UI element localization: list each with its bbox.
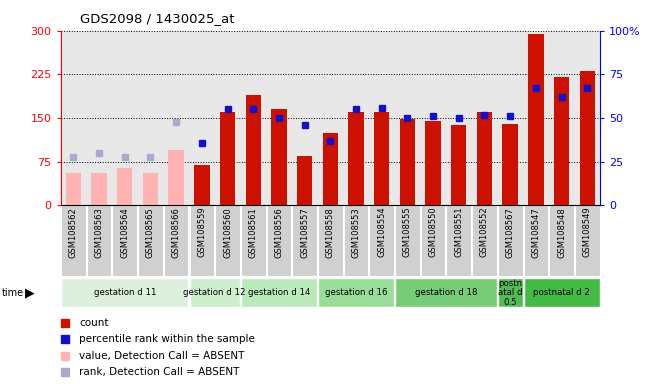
- Text: rank, Detection Call = ABSENT: rank, Detection Call = ABSENT: [80, 367, 240, 377]
- Bar: [91, 174, 107, 205]
- Text: GSM108549: GSM108549: [583, 207, 592, 258]
- Text: GSM108559: GSM108559: [197, 207, 207, 258]
- Bar: [425, 121, 441, 205]
- FancyBboxPatch shape: [292, 205, 317, 276]
- Bar: [451, 125, 467, 205]
- Text: gestation d 14: gestation d 14: [247, 288, 310, 297]
- Text: GSM108557: GSM108557: [300, 207, 309, 258]
- FancyBboxPatch shape: [318, 278, 394, 308]
- FancyBboxPatch shape: [524, 205, 548, 276]
- Bar: [143, 174, 158, 205]
- FancyBboxPatch shape: [446, 205, 471, 276]
- FancyBboxPatch shape: [318, 205, 343, 276]
- FancyBboxPatch shape: [190, 205, 215, 276]
- Text: GSM108567: GSM108567: [505, 207, 515, 258]
- Text: GSM108550: GSM108550: [428, 207, 438, 258]
- Text: GSM108548: GSM108548: [557, 207, 566, 258]
- Text: GSM108551: GSM108551: [454, 207, 463, 258]
- FancyBboxPatch shape: [395, 278, 497, 308]
- Text: GSM108562: GSM108562: [69, 207, 78, 258]
- FancyBboxPatch shape: [498, 205, 522, 276]
- FancyBboxPatch shape: [498, 278, 522, 308]
- Text: gestation d 16: gestation d 16: [325, 288, 388, 297]
- Bar: [399, 119, 415, 205]
- Text: gestation d 18: gestation d 18: [415, 288, 477, 297]
- Text: percentile rank within the sample: percentile rank within the sample: [80, 334, 255, 344]
- Bar: [194, 165, 209, 205]
- Text: time: time: [1, 288, 24, 298]
- Text: postn
atal d
0.5: postn atal d 0.5: [498, 279, 522, 307]
- FancyBboxPatch shape: [61, 205, 86, 276]
- Text: GSM108561: GSM108561: [249, 207, 258, 258]
- Bar: [374, 112, 390, 205]
- Text: gestation d 11: gestation d 11: [93, 288, 156, 297]
- Bar: [554, 77, 569, 205]
- Bar: [168, 150, 184, 205]
- FancyBboxPatch shape: [549, 205, 574, 276]
- Text: postnatal d 2: postnatal d 2: [533, 288, 590, 297]
- FancyBboxPatch shape: [87, 205, 111, 276]
- FancyBboxPatch shape: [138, 205, 163, 276]
- FancyBboxPatch shape: [61, 278, 188, 308]
- Text: GDS2098 / 1430025_at: GDS2098 / 1430025_at: [80, 12, 235, 25]
- Bar: [117, 167, 132, 205]
- Text: ▶: ▶: [25, 286, 35, 299]
- Text: gestation d 12: gestation d 12: [184, 288, 246, 297]
- Bar: [580, 71, 595, 205]
- Text: GSM108555: GSM108555: [403, 207, 412, 258]
- Text: GSM108565: GSM108565: [146, 207, 155, 258]
- Bar: [528, 34, 544, 205]
- FancyBboxPatch shape: [395, 205, 420, 276]
- Text: GSM108547: GSM108547: [532, 207, 540, 258]
- FancyBboxPatch shape: [420, 205, 445, 276]
- Text: GSM108560: GSM108560: [223, 207, 232, 258]
- FancyBboxPatch shape: [524, 278, 599, 308]
- Bar: [503, 124, 518, 205]
- FancyBboxPatch shape: [215, 205, 240, 276]
- FancyBboxPatch shape: [113, 205, 137, 276]
- Bar: [297, 156, 313, 205]
- FancyBboxPatch shape: [472, 205, 497, 276]
- FancyBboxPatch shape: [241, 278, 317, 308]
- Bar: [245, 95, 261, 205]
- Bar: [477, 112, 492, 205]
- Text: GSM108554: GSM108554: [377, 207, 386, 258]
- Text: GSM108566: GSM108566: [172, 207, 181, 258]
- FancyBboxPatch shape: [575, 205, 599, 276]
- FancyBboxPatch shape: [266, 205, 291, 276]
- Text: value, Detection Call = ABSENT: value, Detection Call = ABSENT: [80, 351, 245, 361]
- Bar: [66, 174, 81, 205]
- FancyBboxPatch shape: [343, 205, 368, 276]
- Bar: [322, 132, 338, 205]
- Text: GSM108558: GSM108558: [326, 207, 335, 258]
- Text: GSM108556: GSM108556: [274, 207, 284, 258]
- Bar: [220, 112, 236, 205]
- FancyBboxPatch shape: [369, 205, 394, 276]
- Bar: [348, 112, 364, 205]
- Text: GSM108553: GSM108553: [351, 207, 361, 258]
- FancyBboxPatch shape: [241, 205, 266, 276]
- Text: count: count: [80, 318, 109, 328]
- FancyBboxPatch shape: [190, 278, 240, 308]
- FancyBboxPatch shape: [164, 205, 188, 276]
- Text: GSM108552: GSM108552: [480, 207, 489, 258]
- Text: GSM108564: GSM108564: [120, 207, 129, 258]
- Text: GSM108563: GSM108563: [95, 207, 103, 258]
- Bar: [271, 109, 287, 205]
